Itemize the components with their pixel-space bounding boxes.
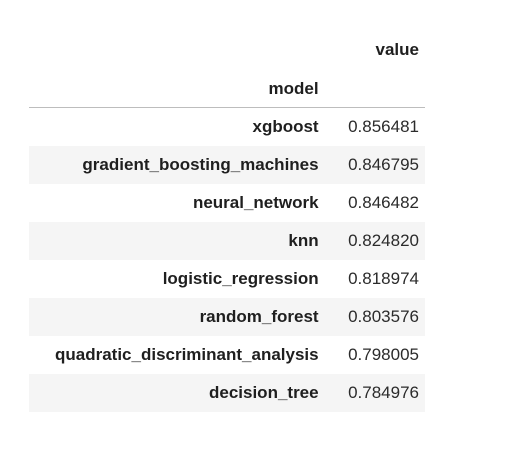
row-value: 0.798005 <box>348 345 419 364</box>
column-header-row: value <box>29 30 425 70</box>
row-label: xgboost <box>252 117 319 136</box>
row-value: 0.803576 <box>348 307 419 326</box>
row-label: knn <box>288 231 319 250</box>
row-value: 0.824820 <box>348 231 419 250</box>
row-value: 0.856481 <box>348 117 419 136</box>
row-label: neural_network <box>192 193 319 212</box>
column-header-blank <box>29 30 325 70</box>
index-name-header: model <box>29 70 325 108</box>
row-value: 0.784976 <box>348 383 419 402</box>
table-row: quadratic_discriminant_analysis 0.798005 <box>29 336 425 374</box>
row-value: 0.846795 <box>348 155 419 174</box>
row-label: decision_tree <box>208 383 319 402</box>
dataframe-output: value model xgboost 0.856481 gradient_bo… <box>29 30 425 412</box>
row-label: quadratic_discriminant_analysis <box>54 345 319 364</box>
row-label: logistic_regression <box>162 269 319 288</box>
table-row: random_forest 0.803576 <box>29 298 425 336</box>
row-label: gradient_boosting_machines <box>82 155 319 174</box>
column-header-value: value <box>375 40 419 59</box>
table-row: gradient_boosting_machines 0.846795 <box>29 146 425 184</box>
table-row: neural_network 0.846482 <box>29 184 425 222</box>
table-row: xgboost 0.856481 <box>29 108 425 147</box>
row-value: 0.846482 <box>348 193 419 212</box>
table-row: knn 0.824820 <box>29 222 425 260</box>
table-row: logistic_regression 0.818974 <box>29 260 425 298</box>
dataframe-table: value model xgboost 0.856481 gradient_bo… <box>29 30 425 412</box>
index-header-blank <box>324 70 425 108</box>
row-value: 0.818974 <box>348 269 419 288</box>
table-row: decision_tree 0.784976 <box>29 374 425 412</box>
row-label: random_forest <box>199 307 319 326</box>
index-header-row: model <box>29 70 425 108</box>
